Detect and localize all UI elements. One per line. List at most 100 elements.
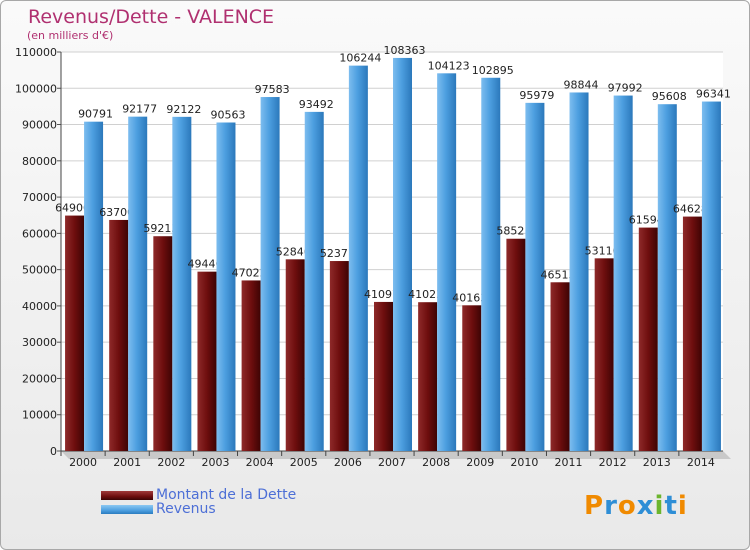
data-label-revenus: 92122 bbox=[166, 103, 201, 116]
data-label-revenus: 95979 bbox=[519, 89, 554, 102]
x-tick-label: 2010 bbox=[510, 456, 538, 469]
bar-revenus bbox=[569, 92, 589, 451]
data-label-dette: 59213 bbox=[143, 222, 178, 235]
data-label-revenus: 98844 bbox=[564, 78, 599, 91]
legend-item-revenus: Revenus bbox=[101, 501, 216, 517]
bar-revenus bbox=[348, 65, 368, 452]
bar-dette bbox=[241, 280, 261, 451]
data-label-revenus: 95608 bbox=[652, 90, 687, 103]
bar-revenus bbox=[613, 95, 633, 452]
bar-dette bbox=[285, 259, 305, 451]
bar-dette bbox=[682, 216, 702, 451]
data-label-dette: 47022 bbox=[232, 266, 267, 279]
bar-revenus bbox=[525, 102, 545, 451]
chart-title: Revenus/Dette - VALENCE bbox=[28, 6, 275, 28]
data-label-revenus: 93492 bbox=[299, 98, 334, 111]
legend-label-dette: Montant de la Dette bbox=[156, 487, 297, 503]
bar-dette bbox=[550, 282, 570, 451]
legend-swatch-dette bbox=[101, 490, 153, 500]
data-label-dette: 58521 bbox=[496, 225, 531, 238]
data-label-revenus: 104123 bbox=[428, 59, 470, 72]
data-label-dette: 64906 bbox=[55, 202, 90, 215]
y-tick-label: 50000 bbox=[22, 264, 57, 277]
bar-dette bbox=[65, 215, 85, 451]
bar-dette bbox=[374, 301, 393, 451]
logo-letter: P bbox=[584, 491, 605, 521]
bar-revenus bbox=[216, 122, 236, 452]
y-tick-label: 60000 bbox=[22, 227, 57, 240]
bar-dette bbox=[594, 258, 614, 451]
data-label-dette: 52846 bbox=[276, 245, 311, 258]
y-tick-label: 110000 bbox=[15, 46, 57, 59]
data-label-revenus: 92177 bbox=[122, 103, 157, 116]
y-tick-label: 30000 bbox=[22, 336, 57, 349]
logo-letter: t bbox=[664, 491, 678, 521]
y-tick-label: 70000 bbox=[22, 191, 57, 204]
bar-revenus bbox=[657, 104, 677, 452]
x-tick-label: 2014 bbox=[687, 456, 715, 469]
bar-revenus bbox=[481, 77, 501, 451]
x-tick-label: 2009 bbox=[466, 456, 494, 469]
data-label-dette: 41097 bbox=[364, 288, 399, 301]
x-tick-label: 2006 bbox=[334, 456, 362, 469]
bar-revenus bbox=[393, 57, 412, 452]
data-label-dette: 64628 bbox=[673, 203, 708, 216]
bar-dette bbox=[638, 227, 658, 451]
data-label-dette: 40163 bbox=[452, 291, 487, 304]
bar-revenus bbox=[128, 116, 148, 452]
x-tick-label: 2000 bbox=[69, 456, 97, 469]
legend-label-revenus: Revenus bbox=[156, 501, 216, 517]
data-label-dette: 61594 bbox=[629, 214, 664, 227]
data-label-revenus: 90563 bbox=[210, 109, 245, 122]
logo-letter: r bbox=[604, 491, 618, 521]
bar-dette bbox=[109, 219, 129, 451]
x-tick-label: 2013 bbox=[643, 456, 671, 469]
x-tick-label: 2005 bbox=[290, 456, 318, 469]
data-label-dette: 53116 bbox=[585, 244, 620, 257]
data-label-dette: 63700 bbox=[99, 206, 134, 219]
data-label-revenus: 96341 bbox=[696, 88, 731, 101]
bar-revenus bbox=[437, 73, 457, 452]
y-tick-label: 40000 bbox=[22, 300, 57, 313]
bar-revenus bbox=[260, 97, 280, 451]
bar-revenus bbox=[172, 116, 192, 451]
x-tick-label: 2007 bbox=[378, 456, 406, 469]
data-label-revenus: 106244 bbox=[339, 52, 381, 65]
y-tick-label: 20000 bbox=[22, 372, 57, 385]
proxiti-logo: Proxiti bbox=[584, 491, 688, 521]
data-label-dette: 49446 bbox=[187, 258, 222, 271]
data-label-revenus: 90791 bbox=[78, 108, 113, 121]
data-label-revenus: 102895 bbox=[472, 64, 514, 77]
x-tick-label: 2004 bbox=[246, 456, 274, 469]
legend-item-dette: Montant de la Dette bbox=[101, 487, 297, 503]
data-label-dette: 46513 bbox=[541, 268, 576, 281]
bar-dette bbox=[462, 305, 482, 451]
data-label-revenus: 108363 bbox=[384, 44, 426, 57]
plot-floor bbox=[61, 451, 731, 459]
y-tick-label: 90000 bbox=[22, 119, 57, 132]
y-tick-label: 80000 bbox=[22, 155, 57, 168]
x-tick-label: 2001 bbox=[113, 456, 141, 469]
logo-letter: i bbox=[677, 491, 688, 521]
bar-revenus bbox=[84, 121, 104, 452]
x-tick-label: 2008 bbox=[422, 456, 450, 469]
x-tick-label: 2011 bbox=[555, 456, 583, 469]
bar-dette bbox=[418, 302, 438, 451]
y-tick-label: 10000 bbox=[22, 409, 57, 422]
y-tick-label: 0 bbox=[50, 445, 57, 458]
bar-dette bbox=[153, 236, 173, 451]
bar-revenus bbox=[304, 111, 324, 451]
x-tick-label: 2003 bbox=[201, 456, 229, 469]
logo-letter: o bbox=[617, 491, 637, 521]
data-label-dette: 52371 bbox=[320, 247, 355, 260]
bar-dette bbox=[197, 271, 217, 451]
legend-swatch-revenus bbox=[101, 504, 153, 514]
data-label-revenus: 97583 bbox=[255, 83, 290, 96]
chart-subtitle: (en milliers d'€) bbox=[27, 29, 114, 42]
x-tick-label: 2002 bbox=[157, 456, 185, 469]
logo-letter: i bbox=[654, 491, 665, 521]
logo-letter: x bbox=[636, 491, 655, 521]
bar-revenus bbox=[701, 101, 721, 451]
